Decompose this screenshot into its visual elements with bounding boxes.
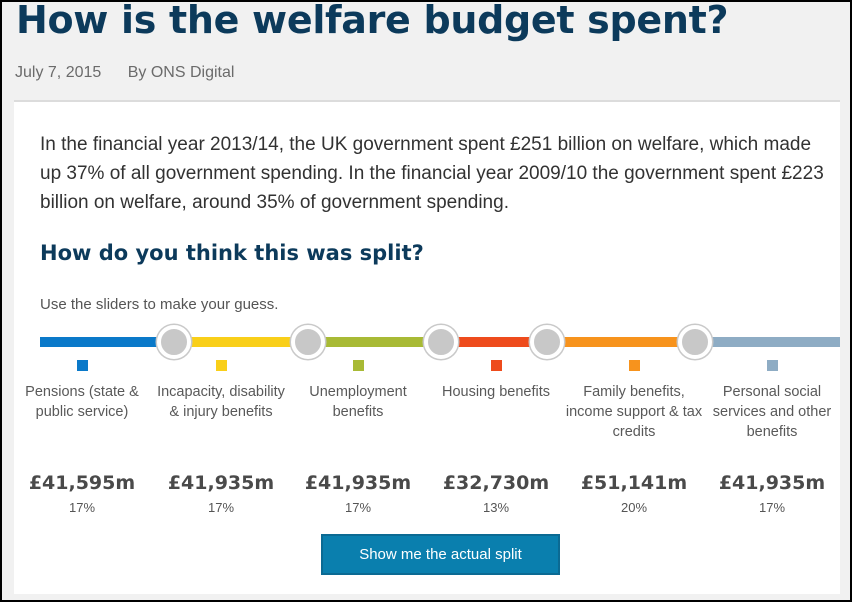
slider-handle-1[interactable]: [156, 325, 191, 359]
slider-hint: Use the sliders to make your guess.: [40, 296, 279, 313]
category-percent: 20%: [620, 500, 648, 515]
category-label: Personal social services and other benef…: [712, 384, 832, 440]
category-column: Housing benefits £32,730m 13%: [427, 360, 565, 515]
category-column: Incapacity, disability & injury benefits…: [152, 360, 290, 515]
category-label: Unemployment benefits: [309, 384, 407, 420]
slider-segment-2: [173, 337, 308, 347]
slider-segment-6: [694, 337, 840, 347]
page-title: How is the welfare budget spent?: [16, 0, 729, 42]
category-column: Pensions (state & public service) £41,595…: [13, 360, 151, 515]
category-percent: 17%: [344, 500, 372, 515]
author-byline: By ONS Digital: [127, 64, 235, 81]
category-percent: 17%: [207, 500, 235, 515]
category-swatch: [215, 360, 227, 371]
article-meta: July 7, 2015 By ONS Digital: [15, 64, 234, 82]
slider-segment-3: [307, 337, 442, 347]
category-label: Family benefits, income support & tax cr…: [565, 384, 703, 440]
content-card: In the financial year 2013/14, the UK go…: [14, 100, 840, 594]
slider-segment-1: [40, 337, 174, 347]
category-percent: 17%: [68, 500, 96, 515]
category-label: Pensions (state & public service): [25, 384, 139, 420]
category-column: Unemployment benefits £41,935m 17%: [289, 360, 427, 515]
slider-handle-2[interactable]: [290, 325, 325, 359]
category-percent: 17%: [758, 500, 786, 515]
category-column: Family benefits, income support & tax cr…: [565, 360, 703, 515]
category-amount: £41,935m: [718, 472, 826, 494]
slider-handle-5[interactable]: [677, 325, 712, 359]
show-actual-split-button[interactable]: Show me the actual split: [321, 534, 560, 575]
category-amount: £32,730m: [442, 472, 550, 494]
category-percent: 13%: [482, 500, 510, 515]
question-heading: How do you think this was split?: [40, 241, 424, 265]
category-swatch: [490, 360, 502, 371]
category-swatch: [628, 360, 640, 371]
category-swatch: [766, 360, 778, 371]
category-amount: £41,595m: [28, 472, 136, 494]
slider-handle-4[interactable]: [529, 325, 564, 359]
category-label: Incapacity, disability & injury benefits: [157, 384, 285, 420]
category-amount: £41,935m: [167, 472, 275, 494]
category-amount: £41,935m: [304, 472, 412, 494]
category-column: Personal social services and other benef…: [703, 360, 841, 515]
slider-segment-5: [546, 337, 695, 347]
category-swatch: [76, 360, 88, 371]
category-amount: £51,141m: [580, 472, 688, 494]
publish-date: July 7, 2015: [15, 64, 102, 81]
intro-paragraph: In the financial year 2013/14, the UK go…: [40, 134, 824, 213]
slider-handle-3[interactable]: [424, 325, 459, 359]
category-swatch: [352, 360, 364, 371]
slider-segment-4: [441, 337, 547, 347]
category-label: Housing benefits: [441, 384, 550, 400]
